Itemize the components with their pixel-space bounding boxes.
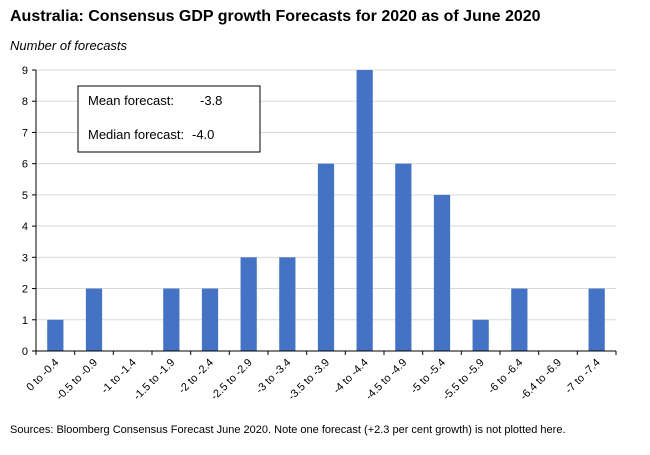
bar-10 xyxy=(395,163,412,351)
bar-8 xyxy=(317,163,335,351)
x-tick-label: -0.5 to -0.9 xyxy=(54,357,100,403)
median-label: Median forecast: xyxy=(88,127,184,142)
bar-4 xyxy=(163,288,180,351)
x-tick-label: -4 to -4.4 xyxy=(331,357,371,397)
x-tick-label: -3 to -3.4 xyxy=(254,357,294,397)
x-tick-label: -6 to -6.4 xyxy=(486,357,526,397)
x-tick-label: -1 to -1.4 xyxy=(99,357,139,397)
x-tick-label: -5 to -5.4 xyxy=(409,357,449,397)
y-tick-label: 0 xyxy=(22,346,28,358)
x-axis-ticks: 0 to -0.4-0.5 to -0.9 -1 to -1.4-1.5 to -… xyxy=(24,351,617,403)
y-tick-label: 6 xyxy=(22,159,28,171)
x-tick-label: 0 to -0.4 xyxy=(24,357,61,394)
x-tick-label: -3.5 to -3.9 xyxy=(286,357,332,403)
x-tick-label: -1.5 to -1.9 xyxy=(131,357,177,403)
x-tick-label: -7 to -7.4 xyxy=(563,357,603,397)
y-tick-label: 4 xyxy=(22,221,28,233)
y-tick-label: 9 xyxy=(22,65,28,77)
bar-1 xyxy=(47,319,64,351)
mean-value: -3.8 xyxy=(200,93,222,108)
bar-11 xyxy=(433,194,451,351)
bar-5 xyxy=(201,288,219,351)
y-tick-label: 1 xyxy=(22,315,28,327)
stats-box-frame xyxy=(77,85,261,153)
y-axis-ticks: 0 1 2 3 4 5 6 7 8 9 xyxy=(22,65,36,358)
y-tick-label: 2 xyxy=(22,284,28,296)
bar-7 xyxy=(279,257,296,351)
y-tick-label: 3 xyxy=(22,252,28,264)
chart-title: Australia: Consensus GDP growth Forecast… xyxy=(10,8,541,25)
bars xyxy=(47,70,605,351)
x-tick-label: -5.5 to -5.9 xyxy=(441,357,487,403)
stats-box: Mean forecast: -3.8 Median forecast: -4.… xyxy=(77,85,261,153)
y-tick-label: 8 xyxy=(22,96,28,108)
x-tick-label: -2 to -2.4 xyxy=(177,357,217,397)
y-tick-label: 7 xyxy=(22,127,28,139)
x-tick-label: -6.4 to -6.9 xyxy=(518,357,564,403)
bar-13 xyxy=(511,288,528,351)
axes xyxy=(35,70,616,352)
bar-12 xyxy=(472,319,489,351)
bar-9 xyxy=(356,70,373,351)
median-value: -4.0 xyxy=(192,127,214,142)
bar-6 xyxy=(240,257,257,351)
x-tick-label: -4.5 to -4.9 xyxy=(363,357,409,403)
y-axis-label: Number of forecasts xyxy=(10,38,128,53)
bar-15 xyxy=(588,288,605,351)
mean-label: Mean forecast: xyxy=(88,93,174,108)
y-tick-label: 5 xyxy=(22,190,28,202)
bar-2 xyxy=(85,288,103,351)
x-tick-label: -2.5 to -2.9 xyxy=(209,357,255,403)
footnote: Sources: Bloomberg Consensus Forecast Ju… xyxy=(10,424,566,436)
